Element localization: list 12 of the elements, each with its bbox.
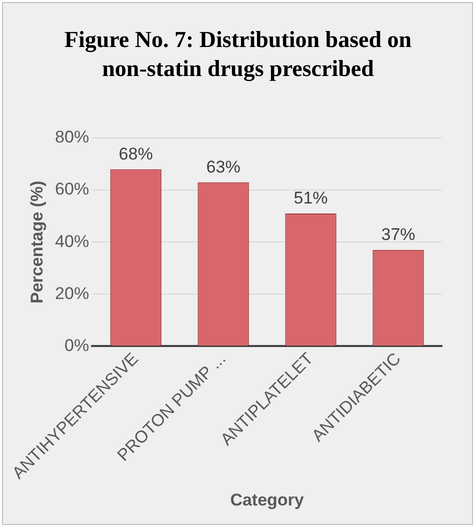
data-label: 63% <box>206 157 240 176</box>
data-label: 68% <box>118 144 153 164</box>
y-tick-label: 0% <box>64 336 90 355</box>
data-label: 37% <box>381 225 416 244</box>
y-tick-label: 40% <box>55 232 90 251</box>
x-axis-title: Category <box>230 490 304 510</box>
chart-title: Figure No. 7: Distribution based on non-statin drugs prescribed <box>63 26 413 83</box>
data-label: 51% <box>294 188 328 208</box>
y-tick-label: 20% <box>55 284 90 303</box>
y-tick-label: 60% <box>55 180 90 199</box>
y-tick-label: 80% <box>55 128 90 147</box>
y-axis-title: Percentage (%) <box>28 180 47 304</box>
